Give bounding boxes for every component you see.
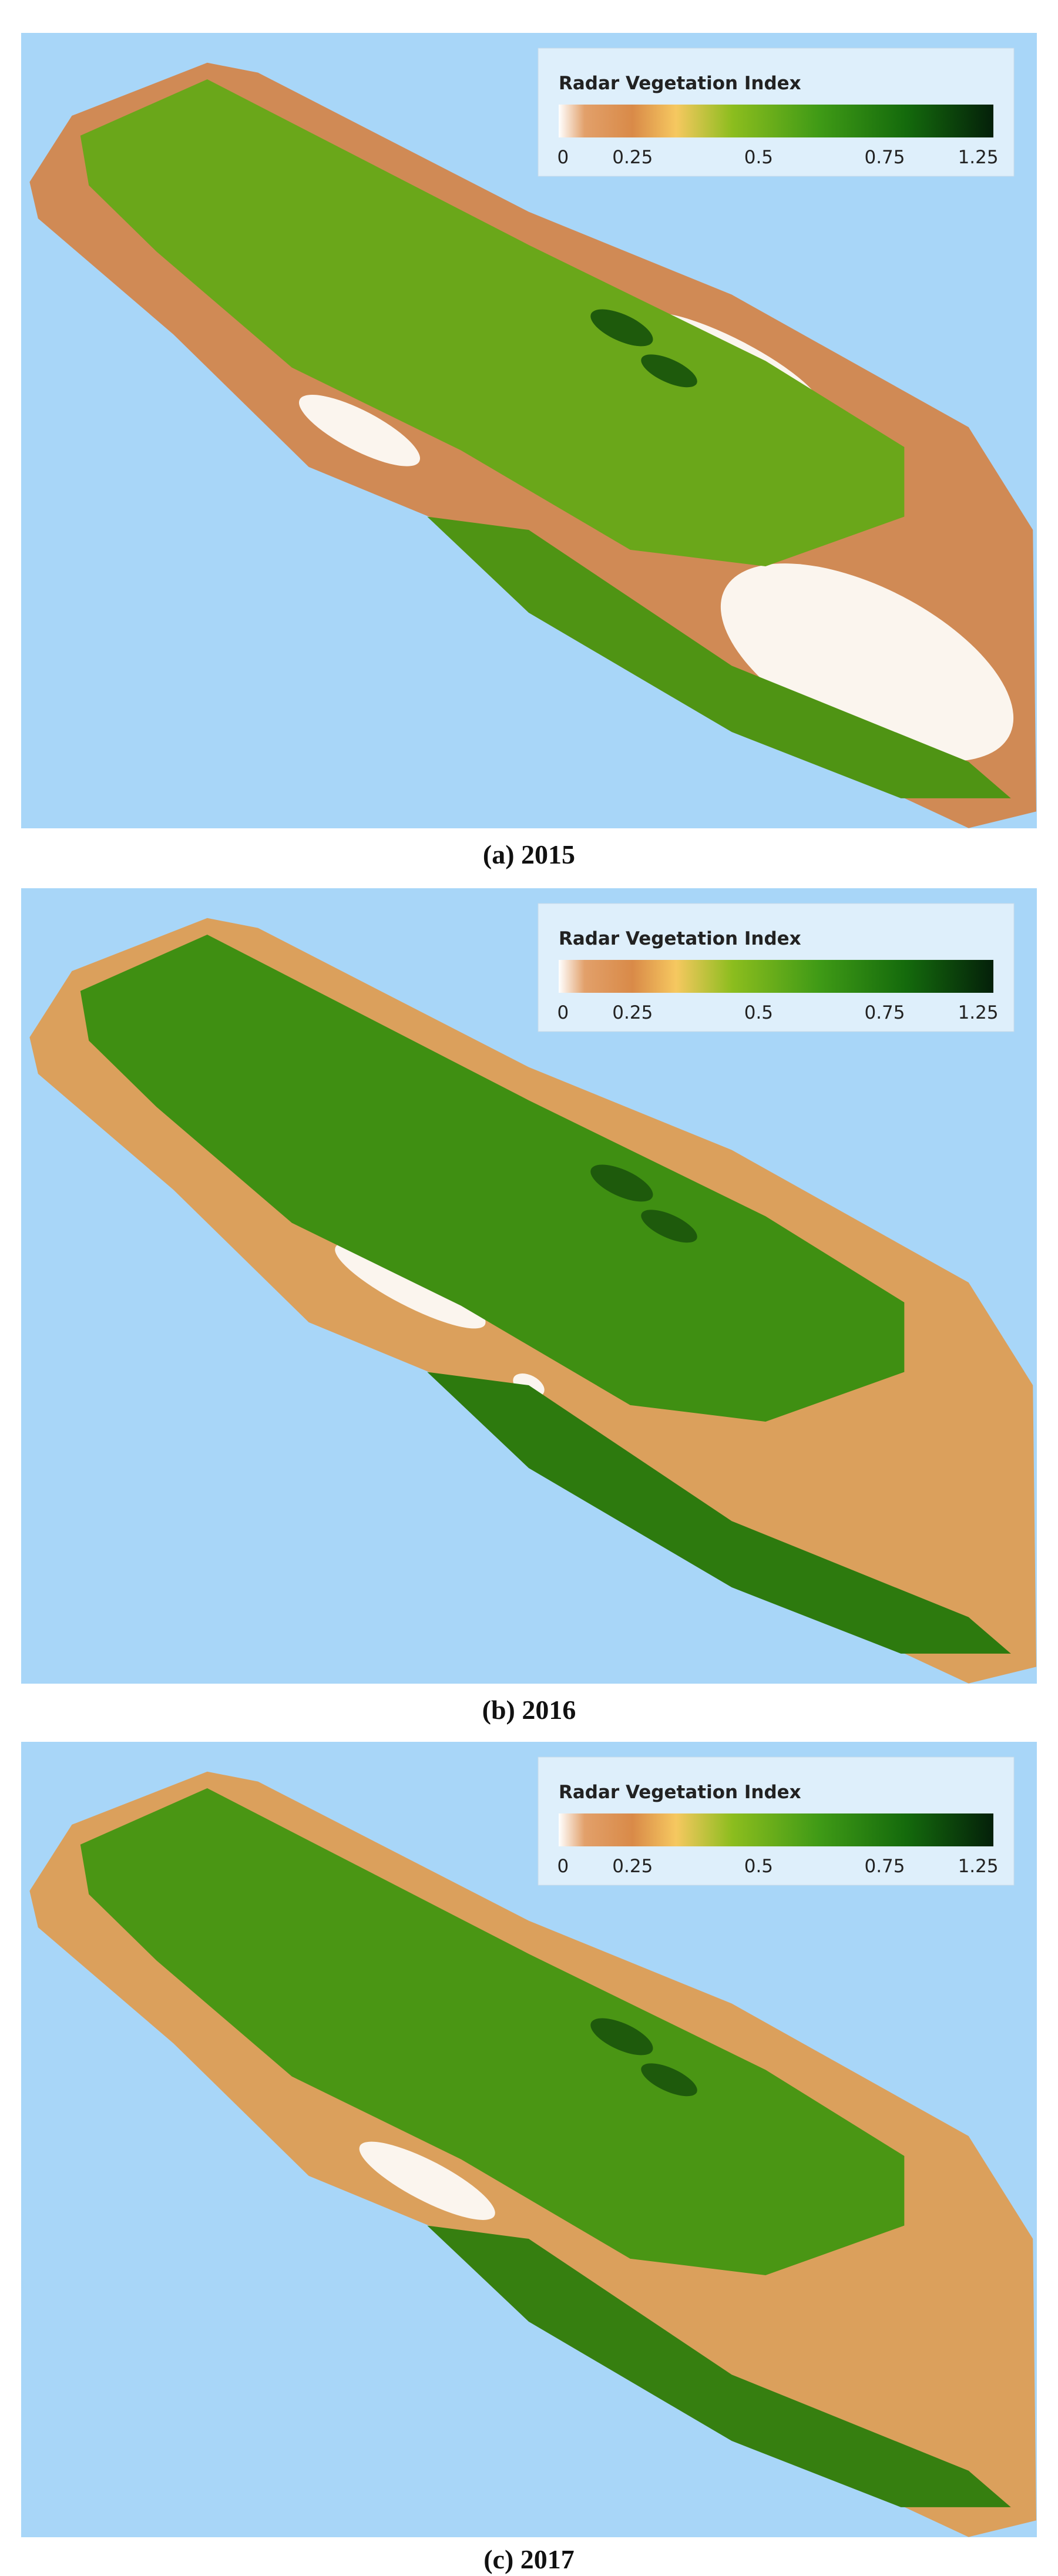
- dense-patch: [641, 354, 697, 388]
- vegetation-strip: [427, 1372, 1011, 1654]
- map-panel: Radar Vegetation Index 0 0.25 0.5 0.75 1.25: [21, 33, 1037, 828]
- map-panel: Radar Vegetation Index 0 0.25 0.5 0.75 1.25: [21, 888, 1037, 1684]
- legend-tick: 0.75: [864, 147, 905, 168]
- colorbar: [559, 960, 993, 993]
- bare-patch: [720, 563, 1014, 762]
- legend: Radar Vegetation Index 0 0.25 0.5 0.75 1.25: [538, 903, 1015, 1032]
- caption: (c) 2017: [483, 2544, 575, 2574]
- vegetation-core: [80, 934, 905, 1422]
- bare-patch: [298, 394, 421, 466]
- colorbar: [559, 105, 993, 137]
- legend-tick: 0.25: [612, 1856, 653, 1877]
- legend-tick: 1.25: [958, 1856, 999, 1877]
- bare-patch: [359, 2141, 495, 2220]
- map: Radar Vegetation Index 0 0.25 0.5 0.75 1.25: [21, 33, 1037, 828]
- dense-patch: [590, 309, 653, 347]
- legend-tick: 0.75: [864, 1002, 905, 1023]
- legend: Radar Vegetation Index 0 0.25 0.5 0.75 1.25: [538, 1756, 1015, 1886]
- legend-tick: 0: [557, 147, 569, 168]
- island: [29, 62, 1037, 828]
- dense-patch: [641, 2063, 697, 2097]
- legend-tick: 0.5: [744, 147, 773, 168]
- legend-tick: 0.5: [744, 1002, 773, 1023]
- vegetation-strip: [427, 2225, 1011, 2507]
- map: Radar Vegetation Index 0 0.25 0.5 0.75 1.25: [21, 888, 1037, 1684]
- legend-tick: 1.25: [958, 147, 999, 168]
- caption: (a) 2015: [482, 839, 576, 869]
- map: Radar Vegetation Index 0 0.25 0.5 0.75 1.25: [21, 1742, 1037, 2537]
- legend-tick: 0.25: [612, 1002, 653, 1023]
- dense-patch: [641, 1210, 697, 1243]
- legend-title: Radar Vegetation Index: [559, 73, 801, 94]
- legend-tick: 0.25: [612, 147, 653, 168]
- map-panel: Radar Vegetation Index 0 0.25 0.5 0.75 1.25: [21, 1742, 1037, 2537]
- island: [29, 1771, 1037, 2537]
- legend-tick: 0.75: [864, 1856, 905, 1877]
- legend-tick: 0: [557, 1002, 569, 1023]
- dense-patch: [590, 2018, 653, 2056]
- caption: (b) 2016: [482, 1695, 576, 1725]
- vegetation-core: [80, 1788, 905, 2276]
- legend-title: Radar Vegetation Index: [559, 1782, 801, 1803]
- legend-tick: 0.5: [744, 1856, 773, 1877]
- legend: Radar Vegetation Index 0 0.25 0.5 0.75 1.25: [538, 48, 1015, 177]
- island: [29, 918, 1037, 1684]
- vegetation-core: [80, 79, 905, 567]
- dense-patch: [590, 1164, 653, 1202]
- colorbar: [559, 1813, 993, 1846]
- bare-patch: [335, 1243, 486, 1329]
- legend-tick: 1.25: [958, 1002, 999, 1023]
- legend-tick: 0: [557, 1856, 569, 1877]
- vegetation-strip: [427, 516, 1011, 798]
- legend-title: Radar Vegetation Index: [559, 928, 801, 949]
